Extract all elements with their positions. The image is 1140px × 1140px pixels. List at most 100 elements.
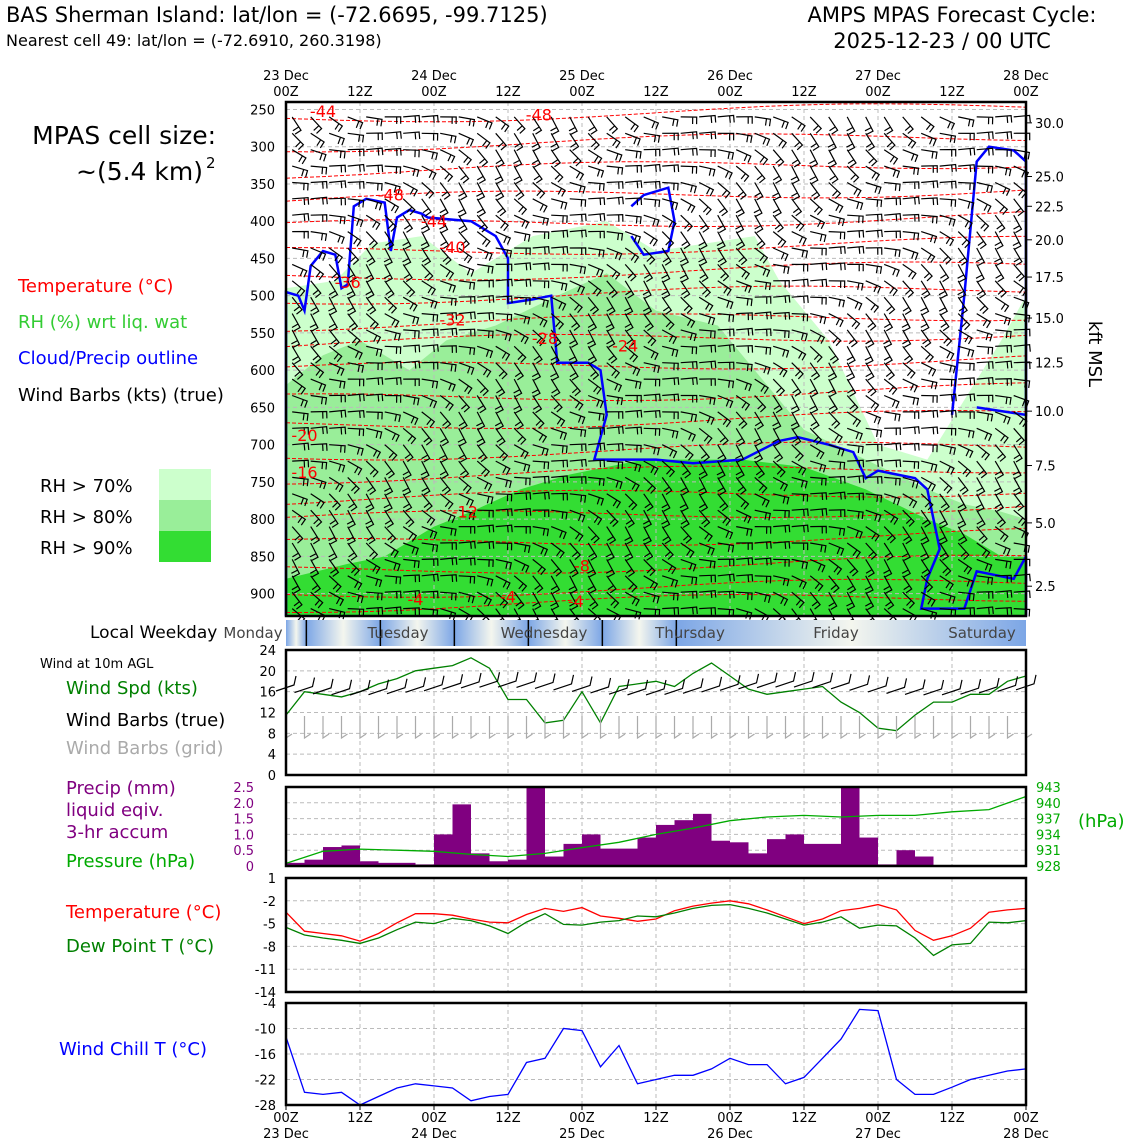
wind-barb	[384, 394, 402, 403]
wind-barb	[291, 559, 301, 578]
kft-tick-label: 17.5	[1035, 271, 1064, 286]
wind-barb	[754, 132, 771, 147]
wind-barb	[828, 475, 846, 484]
wind-caption: Wind at 10m AGL	[40, 657, 154, 672]
grid-wind-barb	[951, 716, 959, 740]
top-hour-label: 12Z	[347, 85, 373, 100]
wind-barb	[476, 165, 487, 184]
wind-barb	[976, 411, 994, 422]
wind-barb	[495, 345, 511, 361]
grid-wind-barb	[784, 716, 792, 740]
wind-barb	[735, 231, 746, 250]
wind-barb	[365, 313, 379, 330]
wind-barb	[957, 460, 972, 478]
wind-barb	[1013, 198, 1025, 217]
wind-barb	[902, 345, 914, 364]
wind-barb	[1012, 460, 1022, 480]
wind-barb	[495, 378, 506, 397]
wind-barb	[384, 214, 397, 232]
weekday-name: Wednesday	[501, 624, 588, 642]
wind-barb	[680, 606, 698, 615]
wind-barb	[754, 378, 769, 395]
wind-barb	[773, 279, 790, 288]
wind-barb	[291, 329, 301, 348]
wind-barb	[402, 444, 414, 463]
wind-barb	[365, 444, 382, 459]
wind-barb	[791, 508, 809, 517]
wind-barb	[625, 378, 642, 390]
wind-barb	[440, 574, 458, 583]
wind-barb	[662, 345, 679, 358]
wind-barb	[291, 378, 307, 395]
wind-barb	[421, 493, 433, 512]
wind-barb	[884, 247, 901, 258]
wind-barb	[828, 491, 846, 500]
wind-barb	[458, 295, 476, 304]
panel-ytick-label: -2	[263, 895, 276, 910]
wind-barb	[587, 116, 598, 135]
wind-barb	[366, 393, 384, 402]
wind-barb	[366, 147, 384, 156]
wind-barb	[698, 198, 712, 216]
wind-barb	[736, 362, 753, 372]
wind-barb	[643, 393, 661, 402]
wind-barb	[513, 198, 528, 215]
wind-barb	[514, 526, 531, 534]
wind-barb	[477, 541, 495, 550]
wind-barb	[938, 526, 948, 545]
wind-barb	[883, 526, 897, 544]
precip-bar	[619, 848, 638, 866]
wind-barb	[827, 133, 837, 152]
wind-barb	[847, 245, 865, 254]
wind-barb	[551, 444, 568, 454]
wind-barb	[883, 559, 893, 578]
wind-barb	[643, 476, 657, 494]
wind-barb	[958, 198, 975, 210]
wind-barb	[754, 345, 772, 355]
wind-barb	[865, 296, 880, 313]
wind-barb	[439, 427, 450, 447]
wind-barb	[902, 426, 920, 435]
wind-barb	[365, 329, 382, 344]
wind-barb	[791, 329, 808, 341]
top-hour-label: 12Z	[791, 85, 817, 100]
wind-barb	[569, 263, 587, 275]
surface-wind-barb	[701, 676, 723, 693]
wind-barb	[588, 459, 606, 468]
wind-barb	[328, 526, 338, 545]
wind-barb	[791, 198, 803, 217]
wind-barb	[568, 575, 578, 594]
wind-barb	[550, 526, 567, 540]
wind-barb	[495, 116, 510, 133]
wind-barb	[699, 344, 717, 353]
wind-barb	[310, 165, 328, 175]
temperature-line	[285, 900, 1027, 942]
wind-barb	[347, 460, 363, 476]
wind-barb	[625, 197, 643, 206]
wind-barb	[587, 345, 598, 365]
wind-barb	[532, 296, 549, 308]
wind-barb	[662, 411, 679, 420]
wind-barb	[569, 542, 582, 561]
wind-barb	[735, 198, 745, 217]
wind-barb	[680, 411, 698, 422]
wind-barb	[551, 509, 568, 520]
wind-barb	[606, 280, 618, 298]
wind-barb	[791, 476, 808, 489]
wind-barb	[514, 296, 531, 305]
wind-barb	[329, 180, 347, 189]
wind-barb	[624, 329, 636, 348]
wind-barb	[717, 344, 735, 353]
wind-barb	[699, 114, 717, 123]
wind-barb	[921, 378, 938, 390]
wind-barb	[347, 410, 365, 419]
wind-barb	[976, 477, 986, 496]
wind-barb	[365, 214, 381, 231]
wind-barb	[384, 296, 398, 314]
wind-barb	[661, 477, 673, 495]
wind-barb	[772, 247, 789, 262]
wind-barb	[957, 558, 973, 575]
wind-barb	[902, 296, 912, 316]
wind-barb	[513, 444, 529, 460]
wind-barb	[735, 460, 745, 479]
